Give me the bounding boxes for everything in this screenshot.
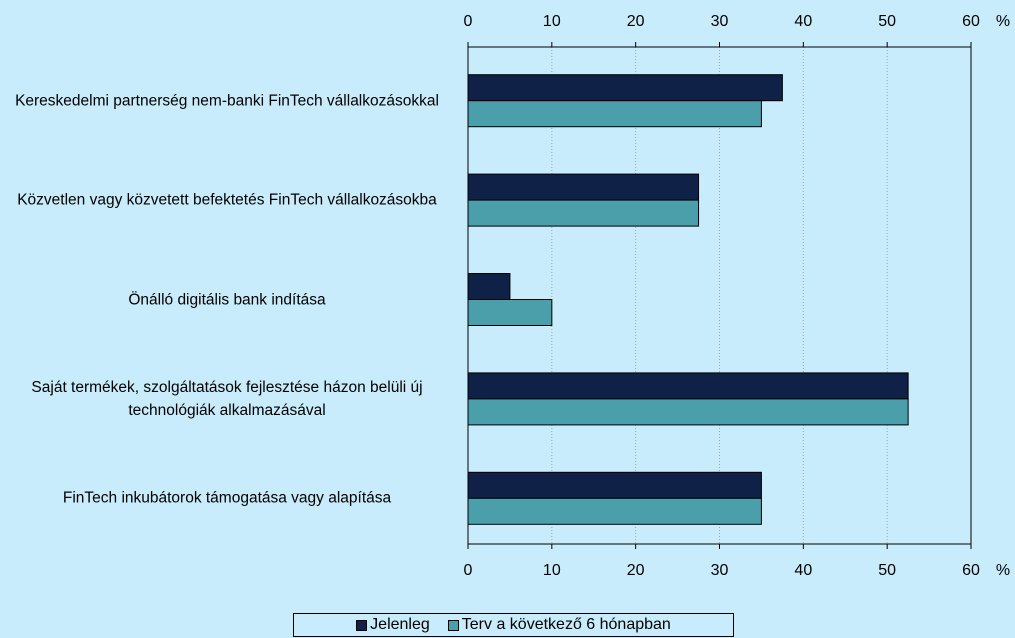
legend-label: Jelenleg <box>370 616 430 633</box>
bar <box>467 299 553 326</box>
bar <box>467 273 511 300</box>
bar <box>467 199 700 227</box>
legend-item: Terv a következő 6 hónapban <box>447 616 671 634</box>
bar <box>467 398 909 426</box>
x-tick-label: 30 <box>711 562 729 579</box>
x-tick-label: 20 <box>627 13 645 30</box>
x-tick-label: 30 <box>711 13 729 30</box>
legend-swatch <box>356 619 368 631</box>
x-tick-label: 0 <box>464 562 473 579</box>
x-tick-label: 50 <box>878 562 896 579</box>
bar <box>467 471 762 499</box>
category-label: Önálló digitális bank indítása <box>128 291 326 308</box>
legend-swatch <box>447 619 459 631</box>
category-label: Közvetlen vagy közvetett befektetés FinT… <box>17 191 437 209</box>
x-tick-label: 0 <box>464 13 473 30</box>
bar <box>467 173 700 201</box>
category-label: FinTech inkubátorok támogatása vagy alap… <box>62 489 392 507</box>
legend-label: Terv a következő 6 hónapban <box>461 616 671 633</box>
bar <box>467 497 762 525</box>
plot-frame <box>467 46 972 545</box>
x-unit: % <box>996 13 1010 30</box>
legend: Jelenleg Terv a következő 6 hónapban <box>293 613 734 637</box>
bar <box>467 372 909 400</box>
x-tick-label: 20 <box>627 562 645 579</box>
x-tick-label: 40 <box>794 562 812 579</box>
bar <box>467 74 783 102</box>
x-tick-label: 60 <box>962 13 980 30</box>
legend-item: Jelenleg <box>356 616 430 634</box>
x-unit: % <box>996 562 1010 579</box>
x-tick-label: 10 <box>543 13 561 30</box>
category-label: Saját termékek, szolgáltatások fejleszté… <box>31 378 423 419</box>
category-label: Kereskedelmi partnerség nem-banki FinTec… <box>15 92 439 110</box>
x-tick-label: 60 <box>962 562 980 579</box>
x-tick-label: 10 <box>543 562 561 579</box>
x-tick-label: 40 <box>794 13 812 30</box>
x-tick-label: 50 <box>878 13 896 30</box>
bar <box>467 100 762 128</box>
